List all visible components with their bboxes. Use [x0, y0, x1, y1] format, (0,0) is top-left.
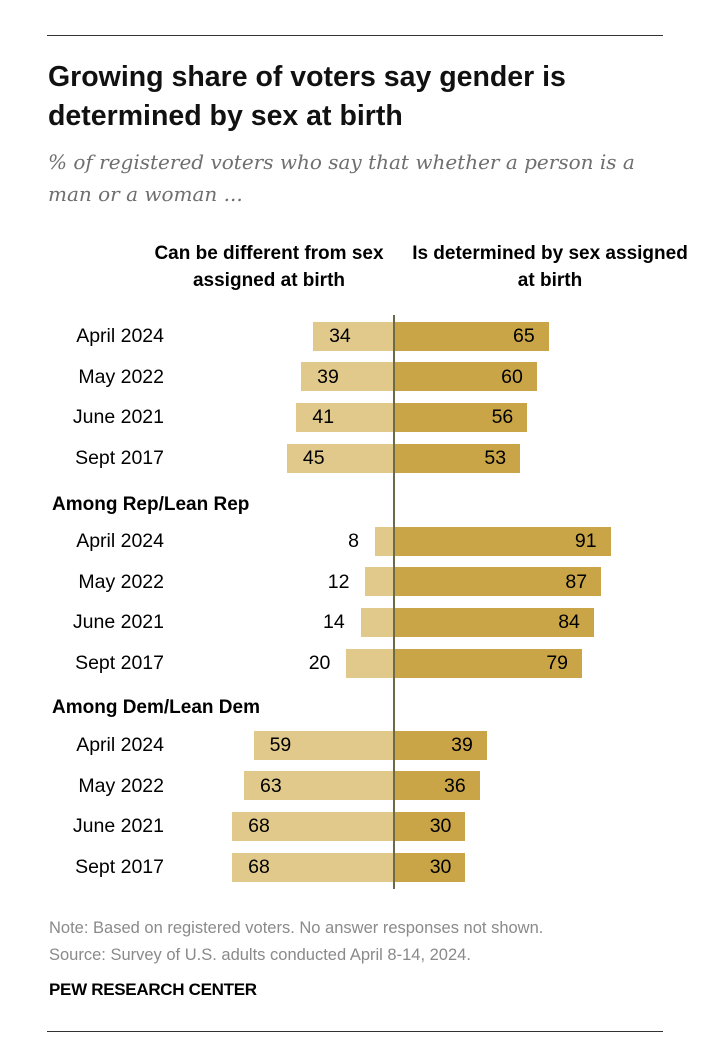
bar-different: [374, 526, 394, 556]
category-label: June 2021: [72, 406, 164, 429]
bar-different: [346, 648, 394, 678]
bar-different: [365, 567, 394, 597]
chart-subtitle: % of registered voters who say that whet…: [48, 150, 635, 206]
category-label: April 2024: [76, 325, 164, 347]
category-label: May 2022: [78, 570, 164, 593]
bar-determined: [394, 321, 549, 351]
bar-different: [296, 402, 394, 432]
bar-different: [253, 730, 394, 760]
bottom-rule: [47, 1031, 663, 1032]
legend-different: Can be different from sex assigned at bi…: [154, 243, 384, 291]
bar-different: [360, 607, 394, 637]
value-determined: 79: [546, 652, 569, 675]
value-determined: 91: [574, 530, 597, 552]
value-different: 34: [329, 325, 351, 347]
value-determined: 56: [491, 406, 514, 429]
value-determined: 60: [501, 365, 523, 388]
value-different: 68: [248, 815, 270, 838]
category-label: May 2022: [78, 365, 164, 388]
category-label: April 2024: [76, 734, 164, 756]
value-different: 41: [312, 406, 335, 429]
bar-different: [313, 321, 394, 351]
bar-determined: [394, 771, 480, 801]
bar-determined: [394, 730, 487, 760]
bar-determined: [394, 443, 521, 473]
value-determined: 53: [484, 447, 507, 470]
brand-logo-text: PEW RESEARCH CENTER: [49, 980, 257, 999]
bar-determined: [394, 648, 583, 678]
value-different: 20: [308, 652, 331, 675]
value-determined: 30: [429, 856, 452, 879]
value-different: 63: [260, 774, 282, 797]
chart-title: Growing share of voters say gender is de…: [48, 61, 566, 132]
value-different: 68: [248, 856, 270, 879]
chart-notes: Note: Based on registered voters. No ans…: [49, 915, 543, 969]
bar-determined: [394, 526, 611, 556]
group-label: Among Rep/Lean Rep: [52, 494, 250, 515]
category-label: April 2024: [76, 530, 164, 552]
bar-different: [286, 443, 394, 473]
legend-determined: Is determined by sex assigned at birth: [412, 243, 688, 291]
value-determined: 30: [429, 815, 452, 838]
value-determined: 36: [443, 774, 466, 797]
value-different: 45: [302, 447, 325, 470]
category-label: Sept 2017: [75, 447, 164, 470]
bar-determined: [394, 362, 537, 392]
group-label: Among Dem/Lean Dem: [52, 697, 260, 718]
value-different: 59: [269, 734, 292, 756]
bar-different: [232, 852, 394, 882]
bar-determined: [394, 852, 466, 882]
center-axis: [393, 315, 395, 889]
note-text: Note: Based on registered voters. No ans…: [49, 919, 544, 937]
value-different: 8: [348, 530, 359, 552]
category-label: June 2021: [72, 815, 164, 838]
bar-different: [232, 811, 394, 841]
value-determined: 84: [558, 611, 580, 634]
category-label: Sept 2017: [75, 856, 164, 879]
category-label: June 2021: [72, 611, 164, 634]
bar-different: [301, 362, 394, 392]
value-determined: 65: [512, 325, 535, 347]
category-label: May 2022: [78, 774, 164, 797]
bar-determined: [394, 607, 594, 637]
bar-different: [244, 771, 394, 801]
value-determined: 39: [451, 734, 473, 756]
source-text: Source: Survey of U.S. adults conducted …: [49, 946, 471, 964]
value-determined: 87: [565, 570, 588, 593]
bar-determined: [394, 811, 466, 841]
bar-determined: [394, 567, 602, 597]
category-label: Sept 2017: [75, 652, 164, 675]
top-rule: [47, 35, 663, 36]
value-different: 39: [317, 365, 339, 388]
bar-determined: [394, 402, 528, 432]
value-different: 14: [322, 611, 345, 634]
value-different: 12: [327, 570, 350, 593]
